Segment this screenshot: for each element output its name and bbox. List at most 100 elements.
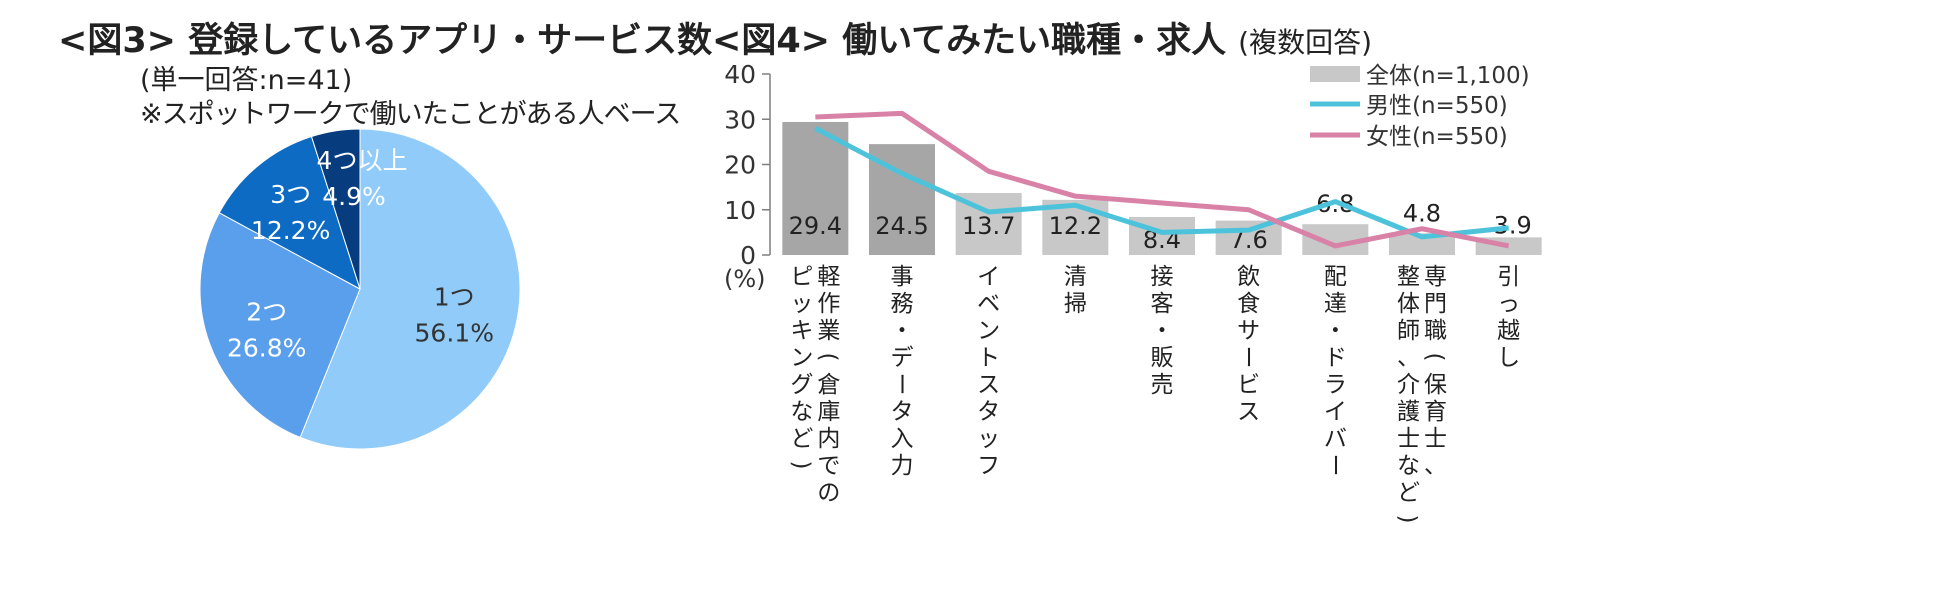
- pie-slice-label: 3つ: [270, 180, 311, 209]
- category-label-char: 食: [1237, 291, 1260, 317]
- category-label-char: (: [815, 353, 841, 362]
- category-label-char: ー: [1321, 454, 1347, 477]
- category-label-char: イ: [1324, 399, 1347, 425]
- category-label-char: ッ: [977, 426, 1000, 452]
- y-tick-label: 40: [724, 60, 756, 89]
- category-label: 清掃: [1064, 264, 1087, 317]
- category-label-char: 、: [1397, 345, 1420, 371]
- pie-slice-label: 1つ: [434, 282, 475, 311]
- category-label-char: ど: [1397, 480, 1420, 506]
- y-tick-label: 10: [724, 196, 756, 225]
- category-label-char: 体: [1397, 291, 1420, 317]
- pie-slice-value: 12.2%: [251, 216, 330, 245]
- series-line: [814, 126, 1509, 240]
- category-label-char: 接: [1151, 264, 1174, 290]
- category-label-char: 作: [817, 291, 840, 317]
- category-label-char: っ: [1497, 291, 1520, 317]
- category-label-char: 力: [891, 453, 914, 479]
- category-label-char: 客: [1151, 291, 1174, 317]
- category-label-char: な: [1397, 453, 1420, 479]
- category-label-char: ー: [888, 373, 914, 396]
- bar-data-label: 12.2: [1049, 212, 1102, 240]
- category-label-char: デ: [891, 345, 914, 371]
- category-label-char: ベ: [977, 291, 1000, 317]
- category-label-char: ): [1395, 515, 1421, 524]
- category-label-char: ラ: [1324, 372, 1347, 398]
- pie-slice: [218, 135, 361, 291]
- category-label-char: フ: [977, 453, 1000, 479]
- category-label-char: (: [1422, 353, 1448, 362]
- category-label-char: 職: [1424, 318, 1447, 344]
- legend-swatch: [1310, 66, 1360, 82]
- category-label-char: ン: [977, 318, 1000, 344]
- category-label-char: ー: [1235, 346, 1261, 369]
- pie-slice-label: 2つ: [246, 298, 287, 327]
- bar-chart-subtitle: (複数回答): [1238, 26, 1373, 59]
- series-line: [815, 110, 1510, 249]
- bar-data-label: 3.9: [1494, 211, 1532, 239]
- category-label-char: ッ: [790, 291, 813, 317]
- pie-slice: [199, 212, 361, 439]
- category-label-char: 育: [1424, 399, 1447, 425]
- category-label-char: ス: [1237, 399, 1260, 425]
- y-tick-label: 20: [724, 151, 756, 180]
- category-label-char: ・: [891, 318, 914, 344]
- legend-label: 全体(n=1,100): [1366, 63, 1530, 89]
- bar-data-label: 4.8: [1403, 199, 1441, 227]
- category-label-char: タ: [977, 399, 1000, 425]
- category-label-char: 、: [1424, 453, 1447, 479]
- category-label-char: 内: [817, 426, 840, 452]
- category-label-char: ス: [977, 372, 1000, 398]
- category-label-char: 清: [1064, 264, 1087, 290]
- y-axis-unit: (%): [724, 265, 766, 293]
- category-label-char: ン: [790, 345, 813, 371]
- y-tick-label: 0: [740, 241, 756, 270]
- category-label-char: ・: [1151, 318, 1174, 344]
- category-label-char: ど: [790, 426, 813, 452]
- pie-slice-value: 56.1%: [415, 318, 494, 347]
- pie-slice: [299, 128, 521, 450]
- category-label-char: 整: [1397, 264, 1420, 290]
- category-label-char: 軽: [817, 264, 840, 290]
- category-label-char: イ: [977, 264, 1000, 290]
- category-label-char: の: [817, 480, 840, 506]
- category-label-char: ): [788, 461, 814, 470]
- category-label-char: 護: [1397, 399, 1420, 425]
- pie-slice: [310, 128, 361, 290]
- category-label-char: 門: [1424, 291, 1447, 317]
- category-label-char: 介: [1397, 372, 1420, 398]
- bar-data-label: 24.5: [875, 212, 928, 240]
- category-label-char: ト: [977, 345, 1000, 371]
- y-tick-label: 30: [724, 105, 756, 134]
- category-label-char: ピ: [790, 264, 813, 290]
- bar: [1389, 233, 1455, 255]
- category-label-char: 飲: [1237, 264, 1260, 290]
- category-label-char: 配: [1324, 264, 1347, 290]
- category-label-char: 士: [1424, 426, 1447, 452]
- bar-chart-title-text: <図4> 働いてみたい職種・求人: [712, 21, 1227, 61]
- category-label-char: 庫: [817, 399, 840, 425]
- bar: [1215, 220, 1282, 255]
- category-label-char: 事: [891, 264, 914, 290]
- pie-title: <図3> 登録しているアプリ・サービス数: [58, 21, 713, 61]
- category-label-char: 売: [1151, 372, 1174, 398]
- category-label-char: 務: [891, 291, 914, 317]
- category-label-char: 専: [1424, 264, 1447, 290]
- category-label-char: 達: [1324, 291, 1347, 317]
- category-label-char: 販: [1151, 345, 1174, 371]
- category-label-char: 保: [1424, 372, 1447, 398]
- category-label-char: 入: [891, 426, 914, 452]
- category-label-char: ド: [1324, 345, 1347, 371]
- legend-label: 女性(n=550): [1366, 124, 1508, 150]
- category-label-char: 業: [817, 318, 840, 344]
- bar: [782, 121, 849, 255]
